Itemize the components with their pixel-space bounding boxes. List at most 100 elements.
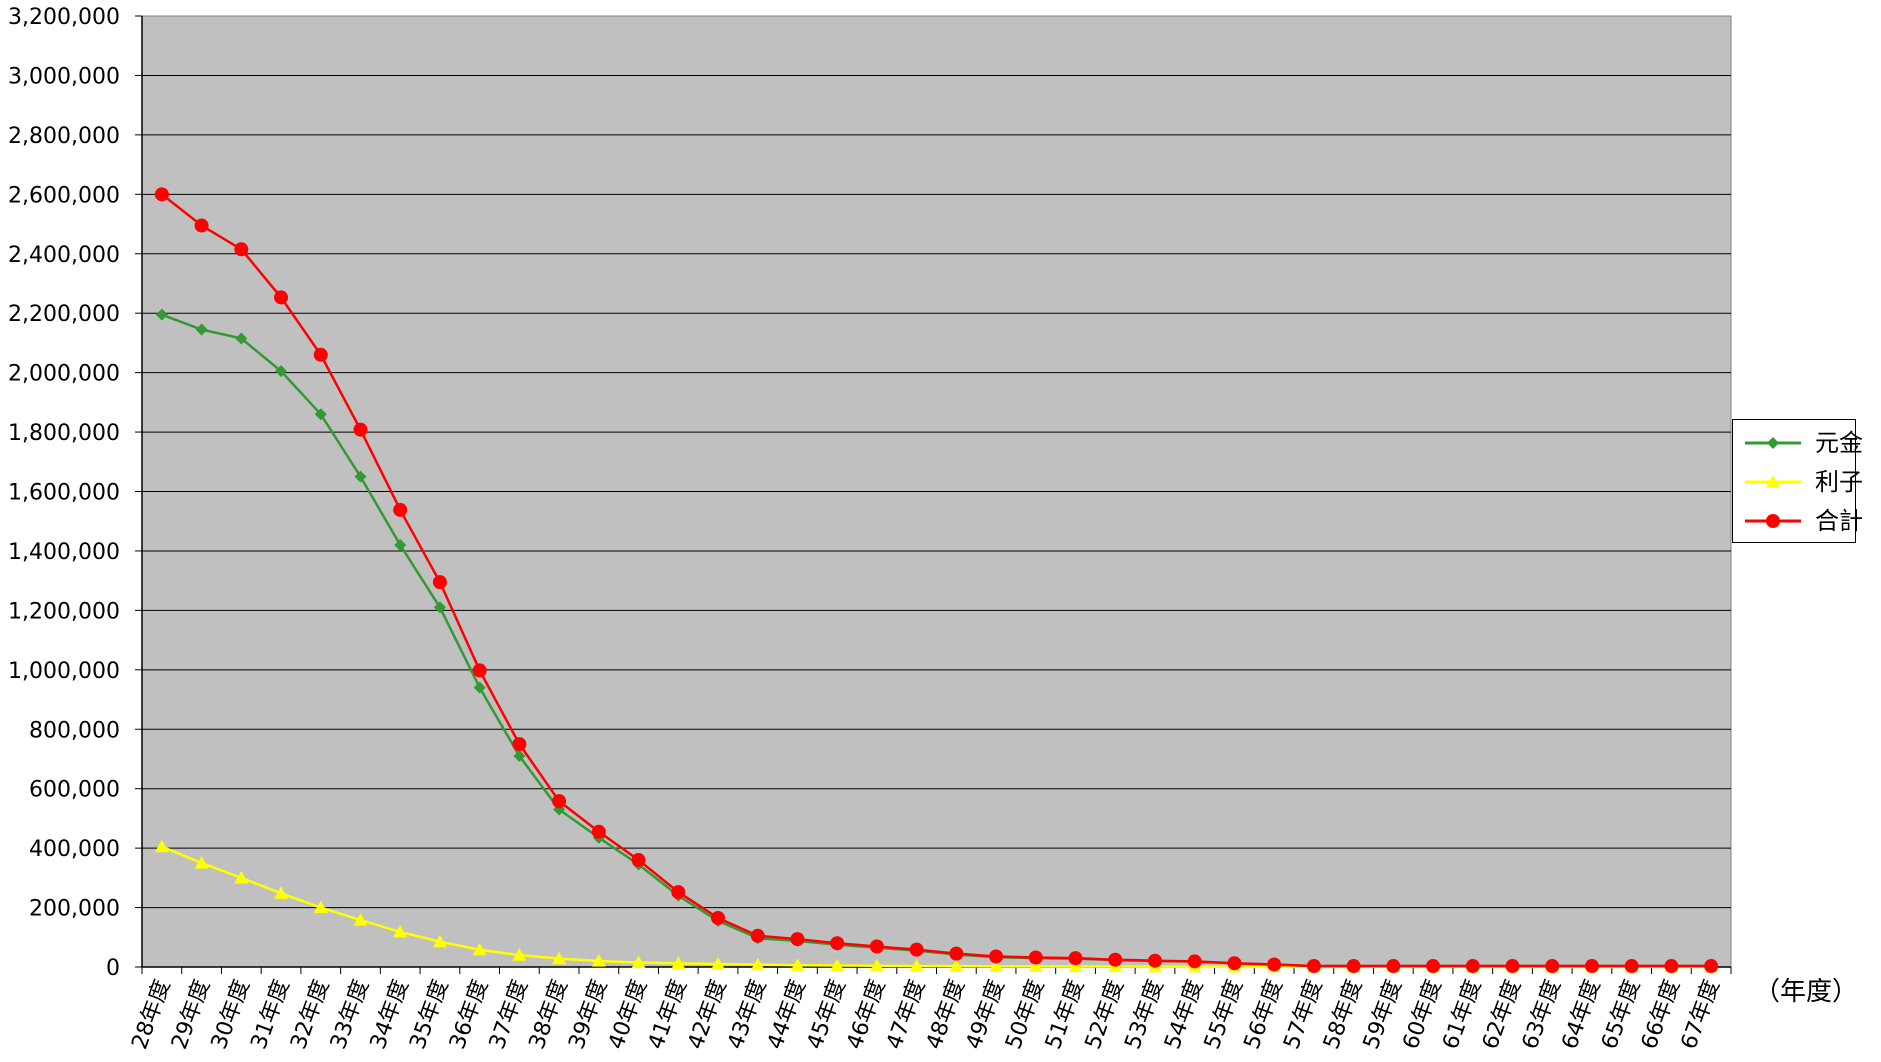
data-point: [195, 323, 208, 336]
data-point: [1766, 475, 1780, 488]
y-tick-label: 800,000: [29, 718, 120, 743]
y-tick-label: 2,000,000: [8, 362, 120, 387]
x-axis: 28年度29年度30年度31年度32年度33年度34年度35年度36年度37年度…: [127, 966, 1732, 1053]
data-point: [1624, 959, 1639, 974]
data-point: [711, 910, 726, 925]
y-tick-label: 1,200,000: [8, 599, 120, 624]
series-line: [161, 193, 1712, 968]
data-point: [313, 347, 328, 362]
data-point: [1267, 957, 1282, 972]
data-point: [393, 502, 408, 517]
data-point: [790, 932, 805, 947]
y-tick-label: 200,000: [29, 897, 120, 922]
y-axis: 0 200,000 400,000 600,000 800,000 1,000,000 1,…: [8, 5, 143, 981]
data-point: [313, 900, 328, 914]
data-point: [1068, 951, 1083, 966]
legend-label-principal: 元金: [1815, 429, 1863, 457]
data-point: [1346, 959, 1361, 974]
data-point: [513, 749, 526, 762]
legend-marker-principal: [1745, 437, 1801, 449]
data-point: [989, 949, 1004, 964]
data-point: [1068, 959, 1083, 973]
data-point: [234, 870, 249, 884]
y-tick-label: 1,400,000: [8, 540, 120, 565]
data-point: [671, 885, 686, 900]
data-point: [909, 942, 924, 957]
data-point: [1664, 959, 1679, 974]
data-point: [394, 538, 407, 551]
y-tick-label: 2,800,000: [8, 124, 120, 149]
data-point: [512, 737, 527, 752]
y-tick-label: 1,800,000: [8, 421, 120, 446]
legend-item-principal: 元金: [1743, 428, 1863, 458]
series-layer: [154, 187, 1719, 974]
data-point: [591, 954, 606, 967]
data-point: [354, 470, 367, 483]
data-point: [1147, 953, 1162, 968]
y-tick-label: 3,000,000: [8, 64, 120, 89]
data-point: [750, 928, 765, 943]
legend-item-interest: 利子: [1743, 467, 1863, 497]
data-point: [949, 946, 964, 961]
data-point: [1187, 954, 1202, 969]
data-point: [353, 422, 368, 437]
data-point: [552, 794, 567, 809]
data-point: [909, 958, 924, 972]
data-point: [1465, 959, 1480, 974]
data-point: [830, 958, 845, 972]
gridlines: [142, 74, 1731, 909]
data-point: [591, 824, 606, 839]
data-point: [552, 951, 567, 965]
data-point: [830, 936, 845, 951]
data-point: [194, 855, 209, 869]
data-point: [1426, 959, 1441, 974]
y-tick-label: 2,200,000: [8, 302, 120, 327]
data-point: [234, 242, 249, 257]
data-point: [1227, 956, 1242, 971]
data-point: [1766, 514, 1780, 528]
data-point: [750, 957, 765, 971]
data-point: [472, 942, 487, 956]
legend: 元金 利子 合計: [1732, 419, 1863, 543]
data-point: [1545, 959, 1560, 974]
legend-item-total: 合計: [1743, 506, 1863, 536]
data-point: [432, 575, 447, 590]
legend-marker-total: [1745, 514, 1801, 528]
data-point: [275, 365, 288, 378]
data-point: [432, 934, 447, 948]
data-point: [1704, 959, 1719, 974]
data-point: [472, 663, 487, 678]
y-tick-label: 0: [106, 956, 120, 981]
data-point: [869, 958, 884, 972]
data-point: [1767, 437, 1779, 449]
data-point: [1028, 950, 1043, 965]
y-tick-label: 2,400,000: [8, 243, 120, 268]
data-point: [631, 853, 646, 868]
x-axis-unit-label: （年度）: [1754, 977, 1859, 1007]
series-2: [154, 187, 1719, 974]
data-point: [989, 959, 1004, 972]
data-point: [473, 681, 486, 694]
y-tick-label: 1,600,000: [8, 481, 120, 506]
data-point: [949, 959, 964, 972]
data-point: [154, 187, 169, 202]
data-point: [154, 839, 169, 853]
data-point: [194, 218, 209, 233]
data-point: [433, 601, 446, 614]
data-point: [671, 956, 686, 970]
y-tick-label: 1,000,000: [8, 659, 120, 684]
data-point: [1386, 959, 1401, 974]
data-point: [1505, 959, 1520, 974]
data-point: [155, 308, 168, 321]
legend-label-total: 合計: [1815, 507, 1863, 535]
data-point: [314, 408, 327, 421]
data-point: [393, 924, 408, 938]
y-tick-label: 400,000: [29, 837, 120, 862]
data-point: [711, 957, 726, 970]
y-tick-label: 2,600,000: [8, 183, 120, 208]
data-point: [1584, 959, 1599, 974]
data-point: [869, 939, 884, 954]
data-point: [512, 948, 527, 961]
data-point: [235, 332, 248, 345]
